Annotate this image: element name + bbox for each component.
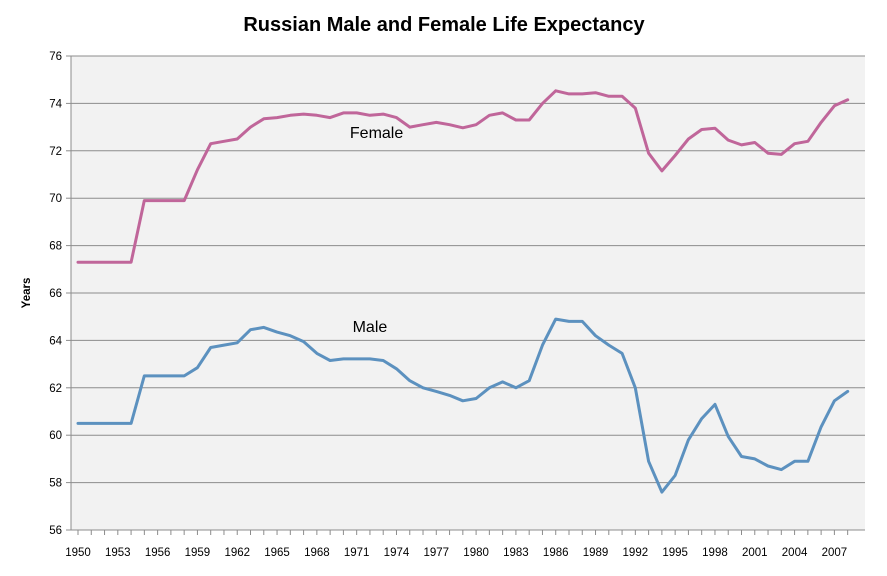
x-tick-label: 1965 <box>264 547 290 559</box>
y-tick-label: 72 <box>49 146 62 158</box>
x-tick-label: 1983 <box>503 547 529 559</box>
x-tick-label: 1974 <box>384 547 410 559</box>
y-tick-label: 60 <box>49 430 62 442</box>
x-tick-label: 1959 <box>185 547 211 559</box>
y-tick-label: 74 <box>49 98 62 110</box>
x-tick-label: 1953 <box>105 547 131 559</box>
y-tick-label: 62 <box>49 383 62 395</box>
chart-title: Russian Male and Female Life Expectancy <box>243 14 645 36</box>
x-tick-label: 1977 <box>423 547 449 559</box>
annotation-female: Female <box>350 125 403 142</box>
y-tick-label: 76 <box>49 51 62 63</box>
x-tick-label: 2001 <box>742 547 768 559</box>
y-tick-label: 64 <box>49 335 62 347</box>
y-tick-label: 66 <box>49 288 62 300</box>
y-tick-label: 56 <box>49 525 62 537</box>
x-tick-label: 1950 <box>65 547 91 559</box>
x-tick-label: 1956 <box>145 547 171 559</box>
x-tick-label: 1992 <box>623 547 649 559</box>
grid <box>71 55 865 484</box>
y-tick-label: 68 <box>49 241 62 253</box>
x-tick-label: 1980 <box>463 547 489 559</box>
annotation-male: Male <box>353 319 388 336</box>
annotations: Female Male <box>350 125 403 336</box>
y-tick-label: 58 <box>49 478 62 490</box>
x-tick-label: 1998 <box>702 547 728 559</box>
axes: 56 58 60 62 64 66 68 70 72 74 76 1950 1953 1956 1959 19… <box>49 51 865 559</box>
x-tick-label: 1989 <box>583 547 609 559</box>
x-tick-label: 2007 <box>822 547 848 559</box>
series-line-male <box>76 317 850 494</box>
x-tick-label: 1962 <box>224 547 250 559</box>
x-tick-label: 1995 <box>662 547 688 559</box>
x-tick-label: 2004 <box>782 547 808 559</box>
series-group <box>76 89 850 494</box>
x-tick-label: 1986 <box>543 547 569 559</box>
x-tick-label: 1971 <box>344 547 370 559</box>
x-tick-label: 1968 <box>304 547 330 559</box>
y-tick-label: 70 <box>49 193 62 205</box>
series-line-female <box>76 89 850 264</box>
y-axis-label: Years <box>21 278 33 309</box>
